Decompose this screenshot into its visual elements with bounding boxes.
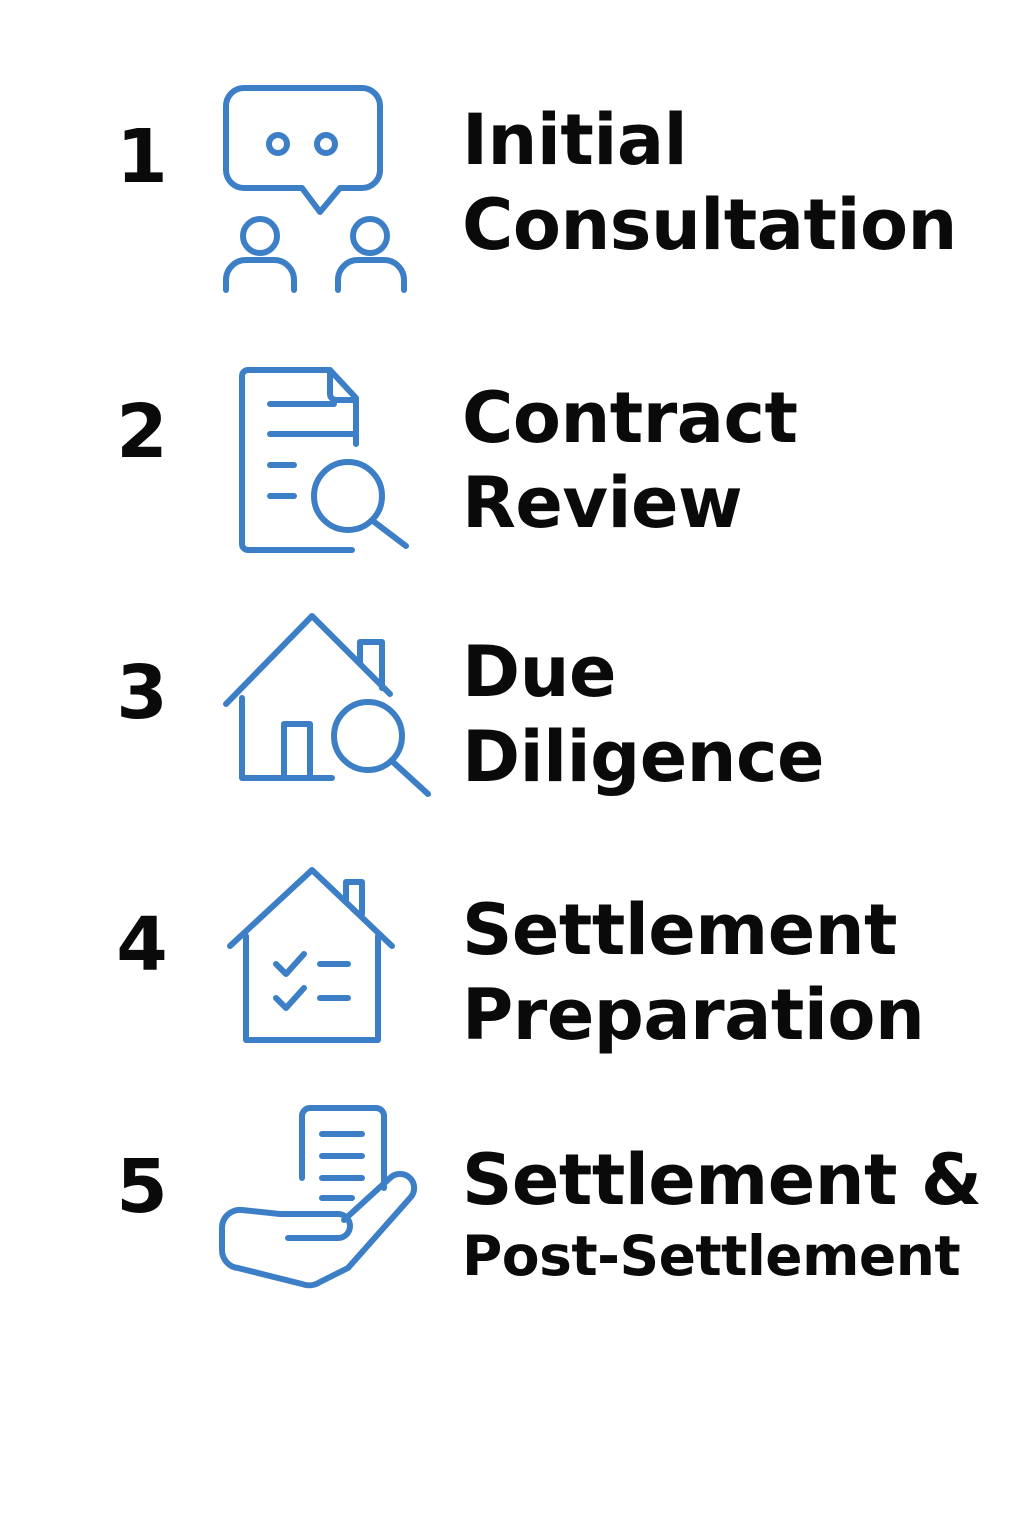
step-title-line: Consultation (462, 184, 957, 267)
step-title-line: Post-Settlement (462, 1224, 961, 1289)
house-checklist-icon (212, 860, 432, 1090)
step-number: 3 (116, 650, 168, 736)
step-number: 2 (116, 389, 168, 475)
step-title: Settlement Preparation (462, 888, 1002, 1059)
document-search-icon (212, 362, 432, 592)
step-title-line: Review (462, 462, 743, 545)
step-title-line: Preparation (462, 974, 925, 1057)
step-number: 5 (116, 1144, 168, 1230)
step-title: Settlement & Post-Settlement (462, 1138, 1002, 1290)
step-title-line: Diligence (462, 716, 824, 799)
step-title-line: Settlement (462, 889, 898, 971)
hand-document-icon (212, 1100, 432, 1330)
consultation-chat-people-icon (212, 80, 432, 310)
house-search-icon (212, 606, 432, 836)
step-title-line: Contract (462, 377, 798, 459)
step-title: Contract Review (462, 376, 1002, 547)
step-title: Initial Consultation (462, 98, 1002, 269)
step-title-line: Settlement & (462, 1139, 982, 1221)
step-title-line: Due (462, 631, 616, 713)
step-title: Due Diligence (462, 630, 1002, 801)
step-number: 4 (116, 902, 168, 988)
step-number: 1 (116, 114, 168, 200)
step-title-line: Initial (462, 99, 688, 181)
